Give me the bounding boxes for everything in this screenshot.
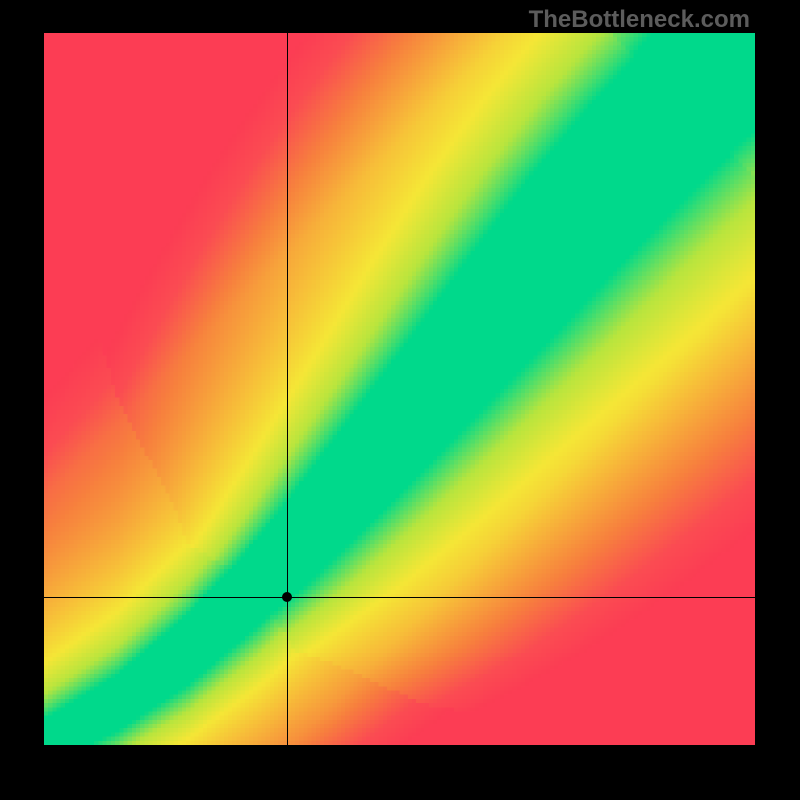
- chart-container: TheBottleneck.com: [0, 0, 800, 800]
- watermark-text: TheBottleneck.com: [529, 6, 750, 34]
- crosshair-horizontal-line: [44, 597, 755, 598]
- bottleneck-heatmap: [44, 33, 755, 745]
- crosshair-vertical-line: [287, 33, 288, 745]
- crosshair-marker: [282, 592, 292, 602]
